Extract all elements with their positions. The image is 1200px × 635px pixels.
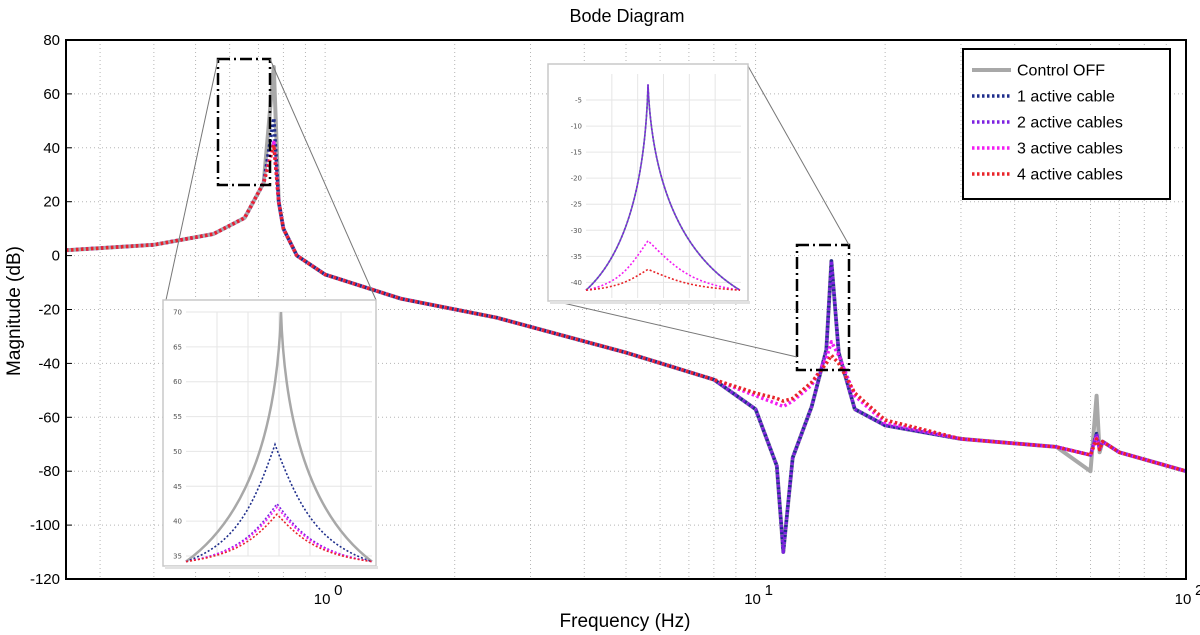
leader-line	[269, 58, 377, 301]
legend-label-2: 1 active cable	[1017, 89, 1115, 106]
series-line-2	[65, 116, 1187, 554]
inset-tick-label: -10	[571, 123, 582, 131]
legend: Control OFF 1 active cable 2 active cables…	[962, 48, 1171, 200]
y-tick-label: -40	[38, 355, 60, 372]
leader-line	[747, 65, 850, 246]
x-tick-exponent: 1	[765, 582, 773, 599]
series-line-5	[65, 143, 1187, 473]
plot-frame	[65, 39, 1187, 580]
inset-tick-label: 55	[173, 413, 182, 421]
inset-tick-label: 45	[173, 483, 182, 491]
legend-label-4: 3 active cables	[1017, 141, 1123, 158]
y-tick-labels: 80 60 40 20 0 -20 -40 -60 -80 -100 -120	[30, 32, 72, 588]
inset-tick-label: 40	[173, 518, 182, 526]
inset-tick-label: -15	[571, 149, 582, 157]
inset-curve	[585, 239, 741, 291]
inset-tick-label: -5	[575, 97, 582, 105]
inset-curve	[185, 512, 373, 563]
y-tick-label: -100	[30, 517, 60, 534]
x-tick-label: 10	[1175, 591, 1192, 608]
leader-line	[165, 58, 219, 301]
inset-shadow	[165, 566, 378, 569]
inset-curve	[585, 268, 741, 291]
y-tick-label: -120	[30, 571, 60, 588]
chart-title: Bode Diagram	[569, 6, 684, 26]
inset-shadow	[550, 301, 750, 304]
inset-panel	[162, 299, 377, 567]
inset-curve	[585, 84, 741, 291]
series-line-4	[65, 140, 1187, 473]
inset-tick-label: 35	[173, 553, 182, 561]
y-tick-label: -80	[38, 463, 60, 480]
inset-tick-label: 60	[173, 378, 182, 386]
series-lines	[65, 65, 1187, 554]
x-tick-label: 10	[314, 591, 331, 608]
legend-label-5: 4 active cables	[1017, 167, 1123, 184]
y-tick-label: 0	[52, 248, 60, 265]
y-tick-label: -20	[38, 302, 60, 319]
x-tick-label: 10	[744, 591, 761, 608]
inset-tick-label: -35	[571, 253, 582, 261]
legend-label-3: 2 active cables	[1017, 115, 1123, 132]
inset-tick-label: 65	[173, 343, 182, 351]
y-tick-label: 20	[43, 194, 60, 211]
zoom-insets: 70 65 60 55 50 45 40 35 -5 -10 -15 -20 -25 -30 -35 -40	[162, 63, 750, 569]
inset-tick-label: 70	[173, 309, 182, 317]
inset-tick-label: -40	[571, 279, 582, 287]
inset-tick-label: 50	[173, 448, 182, 456]
x-tick-exponent: 2	[1195, 582, 1200, 599]
y-tick-label: -60	[38, 409, 60, 426]
inset-tick-label: -30	[571, 227, 582, 235]
inset-curve	[185, 311, 373, 563]
zoom-annotations	[165, 57, 851, 372]
x-tick-exponent: 0	[334, 582, 342, 599]
x-axis-label: Frequency (Hz)	[560, 611, 691, 632]
y-tick-label: 60	[43, 86, 60, 103]
inset-tick-label: -20	[571, 175, 582, 183]
leader-line	[549, 299, 798, 358]
y-tick-label: 40	[43, 140, 60, 157]
inset-curve	[185, 505, 373, 563]
inset-tick-label: -25	[571, 201, 582, 209]
y-axis-label: Magnitude (dB)	[4, 246, 25, 376]
zoom-box-first-mode	[216, 57, 272, 187]
inset-curve	[185, 442, 373, 563]
legend-label-1: Control OFF	[1017, 63, 1105, 80]
y-tick-label: 80	[43, 32, 60, 49]
zoom-box-second-mode	[795, 243, 851, 372]
